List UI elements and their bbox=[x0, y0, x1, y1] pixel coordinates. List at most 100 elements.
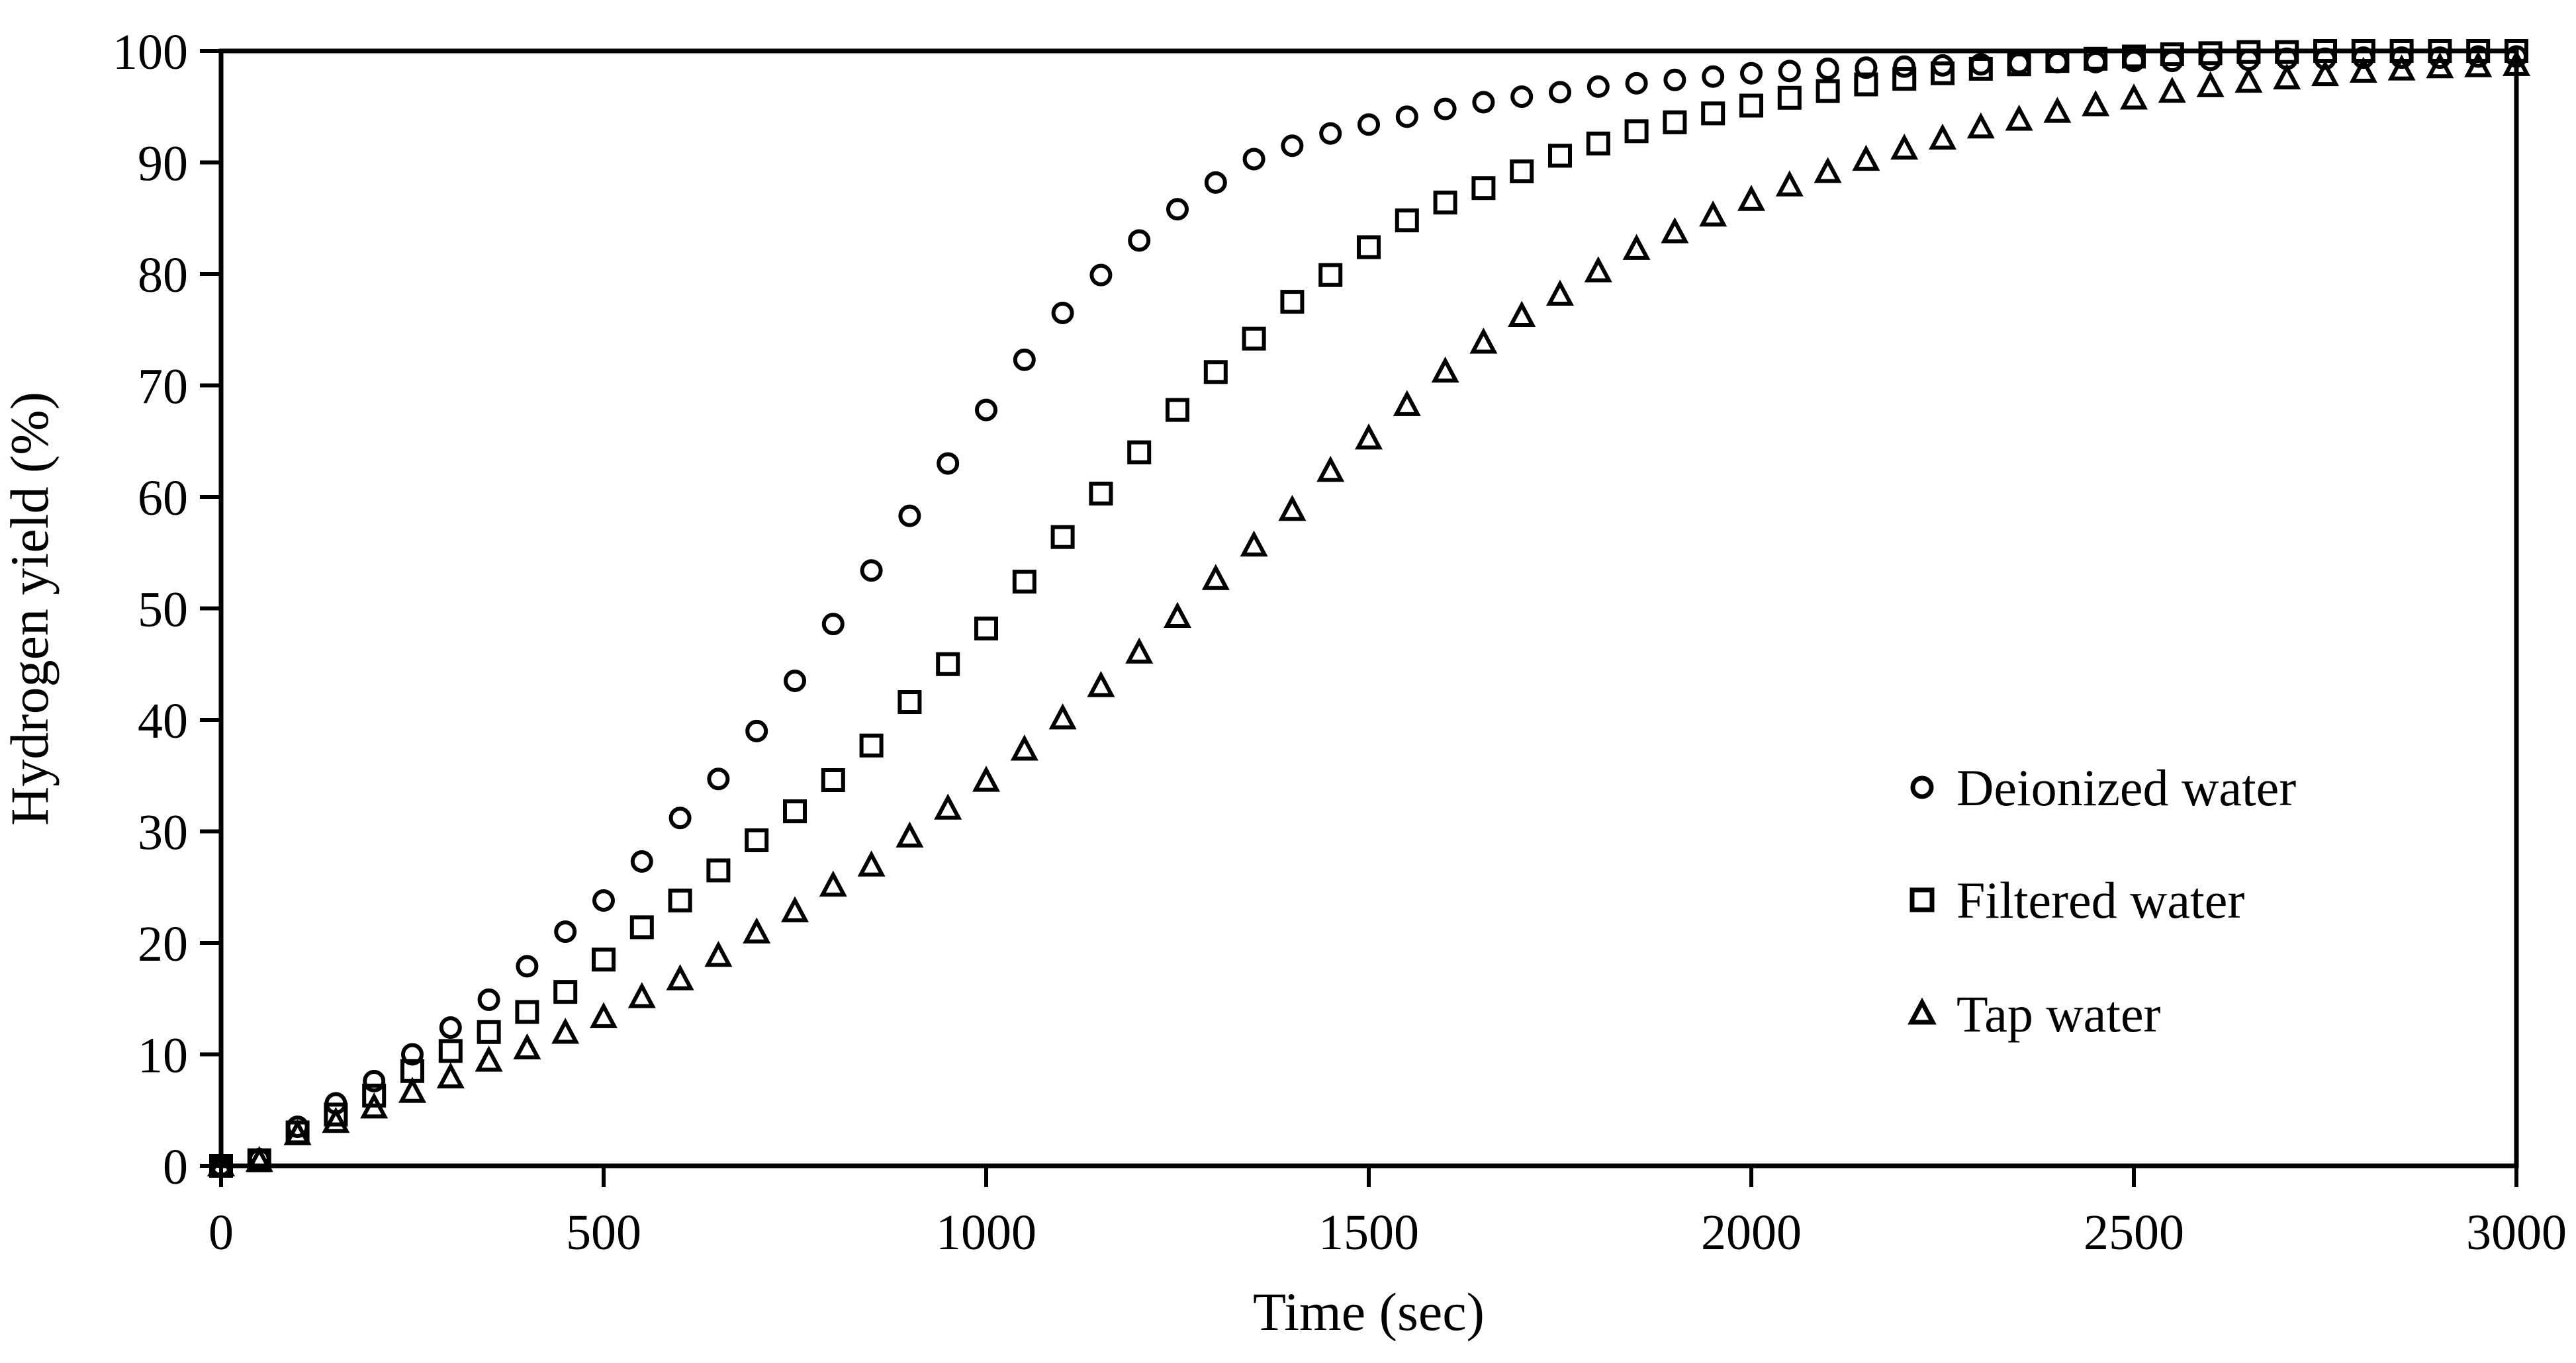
data-point-marker bbox=[590, 1002, 618, 1028]
data-point-marker bbox=[1240, 530, 1268, 557]
data-point-marker bbox=[477, 988, 500, 1011]
y-axis-title: Hydrogen yield (%) bbox=[0, 392, 60, 826]
data-point-marker bbox=[706, 858, 731, 883]
data-point-marker bbox=[1586, 131, 1610, 155]
data-point-marker bbox=[860, 559, 883, 582]
legend-label: Deionized water bbox=[1956, 759, 2296, 816]
data-point-marker bbox=[1395, 105, 1418, 128]
data-point-marker bbox=[1510, 159, 1534, 183]
data-point-marker bbox=[821, 613, 845, 636]
y-tick-label: 60 bbox=[138, 470, 188, 526]
data-point-marker bbox=[475, 1045, 503, 1072]
data-point-marker bbox=[1431, 356, 1459, 383]
data-point-marker bbox=[1852, 144, 1880, 171]
data-point-marker bbox=[2046, 50, 2069, 73]
data-point-marker bbox=[1125, 637, 1154, 664]
y-tick-label: 80 bbox=[138, 247, 188, 303]
data-point-marker bbox=[1472, 91, 1495, 114]
data-point-marker bbox=[1622, 234, 1651, 260]
data-point-marker bbox=[1319, 122, 1342, 145]
x-axis: 0 500 1000 1500 2000 2500 3000 Time (sec) bbox=[208, 1166, 2567, 1342]
y-tick-label: 20 bbox=[138, 916, 188, 972]
series-layer bbox=[207, 39, 2530, 1178]
data-point-marker bbox=[1089, 263, 1113, 286]
plot-area bbox=[218, 48, 2519, 1168]
data-point-marker bbox=[1931, 54, 1954, 77]
data-point-marker bbox=[1510, 85, 1534, 109]
data-point-marker bbox=[360, 1092, 389, 1119]
data-point-marker bbox=[1013, 348, 1036, 371]
y-tick-label: 100 bbox=[113, 24, 188, 80]
y-ticks: 0 10 20 30 40 50 60 70 80 90 100 bbox=[113, 24, 221, 1195]
data-point-marker bbox=[859, 733, 884, 758]
data-point-marker bbox=[2045, 49, 2070, 73]
data-point-marker bbox=[1893, 55, 1916, 78]
data-point-marker bbox=[821, 768, 845, 792]
data-point-marker bbox=[1010, 734, 1038, 761]
data-point-marker bbox=[1625, 71, 1648, 95]
data-point-marker bbox=[857, 850, 886, 877]
data-point-marker bbox=[2234, 66, 2263, 93]
data-point-marker bbox=[2122, 44, 2146, 69]
y-tick-label: 0 bbox=[163, 1139, 188, 1195]
data-point-marker bbox=[629, 915, 654, 940]
data-point-marker bbox=[743, 917, 771, 944]
data-point-marker bbox=[1242, 326, 1266, 351]
data-point-marker bbox=[1661, 217, 1689, 243]
triangle-marker-icon bbox=[1908, 997, 1937, 1025]
data-point-marker bbox=[1089, 481, 1113, 506]
data-point-marker bbox=[1357, 235, 1381, 259]
y-tick-label: 10 bbox=[138, 1028, 188, 1084]
data-point-marker bbox=[1966, 112, 1995, 139]
data-point-marker bbox=[1890, 133, 1919, 160]
data-point-marker bbox=[1775, 170, 1804, 197]
data-point-marker bbox=[1508, 300, 1536, 328]
data-point-marker bbox=[937, 452, 960, 475]
legend-item-filtered-water: Filtered water bbox=[1909, 871, 2244, 929]
data-point-marker bbox=[1701, 101, 1725, 126]
data-point-marker bbox=[2275, 40, 2299, 64]
data-point-marker bbox=[1931, 61, 1955, 85]
data-point-marker bbox=[1355, 423, 1383, 450]
data-point-marker bbox=[781, 896, 809, 922]
data-point-marker bbox=[207, 1150, 235, 1176]
data-point-marker bbox=[438, 1039, 463, 1063]
data-point-marker bbox=[2387, 54, 2416, 81]
data-point-marker bbox=[666, 964, 694, 990]
data-point-marker bbox=[1357, 113, 1380, 136]
data-point-marker bbox=[2160, 42, 2184, 67]
data-point-marker bbox=[2007, 52, 2031, 75]
data-point-marker bbox=[592, 889, 615, 912]
data-point-marker bbox=[784, 670, 806, 693]
data-point-marker bbox=[974, 616, 998, 640]
data-point-marker bbox=[1087, 671, 1115, 697]
data-point-marker bbox=[1584, 256, 1612, 283]
data-point-marker bbox=[1471, 176, 1496, 200]
x-tick-label: 2000 bbox=[1701, 1205, 1802, 1260]
data-point-marker bbox=[2005, 105, 2033, 131]
y-axis: 0 10 20 30 40 50 60 70 80 90 100 Hydrogen yield (%… bbox=[0, 24, 221, 1195]
data-point-marker bbox=[2084, 46, 2108, 71]
data-point-marker bbox=[1164, 601, 1191, 628]
data-point-marker bbox=[2349, 56, 2377, 83]
data-point-marker bbox=[1433, 191, 1457, 215]
data-point-marker bbox=[668, 888, 692, 912]
data-point-marker bbox=[704, 940, 733, 967]
legend-item-tap-water: Tap water bbox=[1908, 985, 2161, 1043]
x-tick-label: 3000 bbox=[2466, 1205, 2567, 1260]
data-point-marker bbox=[553, 980, 578, 1004]
legend: Deionized water Filtered water Tap water bbox=[1908, 759, 2296, 1043]
data-point-marker bbox=[972, 766, 1000, 792]
data-point-marker bbox=[1854, 72, 1878, 97]
data-point-marker bbox=[1127, 440, 1152, 464]
data-point-marker bbox=[1855, 56, 1878, 79]
data-point-marker bbox=[1395, 208, 1419, 233]
data-point-marker bbox=[516, 955, 539, 978]
data-point-marker bbox=[668, 807, 692, 830]
data-point-marker bbox=[2428, 39, 2452, 63]
data-point-marker bbox=[398, 1077, 426, 1103]
data-point-marker bbox=[630, 850, 653, 873]
data-point-marker bbox=[897, 690, 922, 715]
